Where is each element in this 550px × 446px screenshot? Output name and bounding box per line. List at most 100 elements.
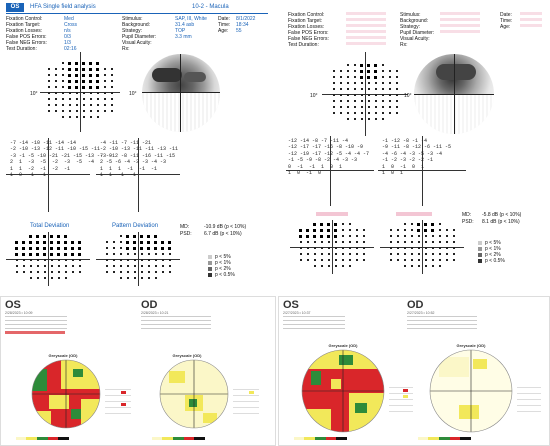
right-greyscale-map bbox=[414, 54, 494, 134]
field-point bbox=[110, 110, 113, 112]
field-point bbox=[68, 116, 71, 118]
field-point bbox=[89, 79, 92, 83]
field-point bbox=[112, 241, 115, 243]
field-point bbox=[346, 82, 349, 84]
field-point bbox=[320, 259, 323, 261]
field-point bbox=[334, 234, 337, 238]
left-psd-label: PSD: bbox=[180, 231, 192, 237]
field-point bbox=[78, 259, 81, 261]
field-point bbox=[327, 222, 330, 226]
report-eye-od: OD bbox=[407, 299, 424, 311]
field-point bbox=[57, 259, 60, 261]
field-point bbox=[388, 112, 391, 114]
field-point bbox=[161, 265, 164, 267]
field-point bbox=[72, 235, 74, 237]
field-point bbox=[340, 64, 342, 66]
field-point bbox=[78, 265, 81, 267]
field-point bbox=[133, 271, 136, 273]
color-scale bbox=[141, 437, 206, 440]
left-pattern-deviation-values: -4 -11 -7 -11 -21 -2 -10 -13 -11 -11 -13 … bbox=[96, 138, 180, 212]
info-label: Stimulus: bbox=[400, 12, 421, 18]
field-point bbox=[313, 265, 316, 267]
field-point bbox=[47, 68, 50, 70]
field-point bbox=[106, 277, 108, 279]
eye-badge: OS bbox=[6, 3, 24, 12]
field-point bbox=[417, 222, 420, 226]
field-point bbox=[126, 259, 129, 261]
field-point bbox=[348, 235, 351, 237]
field-point bbox=[355, 247, 358, 249]
field-point bbox=[147, 271, 150, 273]
field-point bbox=[75, 116, 78, 118]
right-info-redacted-values2 bbox=[440, 12, 480, 34]
field-point bbox=[390, 223, 392, 225]
deviation-row: -2 -10 -13 -12 -11 -10 -15 -11 bbox=[10, 146, 101, 153]
field-point bbox=[381, 76, 384, 78]
field-point bbox=[438, 229, 441, 231]
field-point bbox=[360, 75, 363, 79]
od-color-field-map bbox=[159, 359, 229, 429]
field-point bbox=[353, 100, 356, 102]
field-point bbox=[396, 247, 399, 249]
info-label: Background: bbox=[122, 22, 151, 28]
field-point bbox=[332, 106, 335, 108]
field-point bbox=[104, 116, 106, 118]
field-point bbox=[169, 235, 171, 237]
info-label: Fixation Target: bbox=[288, 18, 323, 24]
left-info-col2: Stimulus: Background: Strategy: Pupil Diame… bbox=[122, 16, 156, 52]
info-label: Rx: bbox=[400, 42, 408, 48]
field-point bbox=[22, 240, 25, 244]
field-point bbox=[50, 265, 53, 267]
field-point bbox=[126, 246, 129, 250]
field-point bbox=[348, 247, 351, 249]
field-point bbox=[23, 277, 25, 279]
field-point bbox=[389, 64, 391, 66]
field-point bbox=[445, 241, 448, 243]
field-point bbox=[355, 241, 358, 243]
field-point bbox=[410, 265, 413, 267]
field-point bbox=[374, 63, 377, 67]
info-label: False NEG Errors: bbox=[288, 36, 329, 42]
field-point bbox=[112, 253, 115, 255]
field-point bbox=[334, 247, 337, 249]
field-point bbox=[395, 70, 398, 72]
os-index-table bbox=[105, 389, 131, 419]
info-label: Test Duration: bbox=[288, 42, 319, 48]
greyscale-caption: Greyscale (OD) bbox=[48, 353, 78, 358]
field-point bbox=[55, 62, 57, 64]
field-point bbox=[113, 277, 115, 279]
field-point bbox=[396, 64, 398, 66]
field-point bbox=[111, 62, 113, 64]
field-point bbox=[339, 76, 342, 78]
left-info-val1: Med Cross n/s 0/3 1/3 02:16 bbox=[64, 16, 77, 52]
field-point bbox=[403, 247, 406, 249]
deviation-row: 1 0 -1 -1 bbox=[10, 172, 47, 179]
field-point bbox=[29, 259, 32, 261]
left-prob-legend: p < 5% p < 1% p < 2% p < 0.5% bbox=[208, 254, 235, 278]
field-point bbox=[29, 271, 32, 273]
field-point bbox=[389, 235, 392, 237]
report-eye-os: OS bbox=[283, 299, 299, 311]
greyscale-caption: Greyscale (OD) bbox=[172, 353, 202, 358]
field-point bbox=[410, 229, 413, 231]
info-label: Rx: bbox=[122, 46, 130, 52]
field-point bbox=[389, 247, 392, 249]
report-title: HFA Single field analysis bbox=[30, 4, 96, 10]
field-point bbox=[154, 259, 157, 261]
field-point bbox=[346, 94, 349, 96]
field-point bbox=[82, 116, 85, 118]
field-point bbox=[446, 223, 448, 225]
field-point bbox=[396, 235, 399, 237]
field-point bbox=[360, 100, 363, 102]
right-md-value: -5.8 dB (p < 10%) bbox=[482, 212, 522, 218]
field-point bbox=[161, 259, 164, 261]
field-point bbox=[374, 112, 377, 114]
field-point bbox=[147, 246, 150, 250]
field-point bbox=[348, 229, 351, 231]
info-label: Fixation Losses: bbox=[288, 24, 325, 30]
field-point bbox=[96, 67, 99, 71]
field-point bbox=[438, 253, 441, 255]
field-point bbox=[306, 259, 309, 261]
field-point bbox=[36, 252, 39, 256]
legend-item: p < 1% bbox=[208, 260, 235, 266]
